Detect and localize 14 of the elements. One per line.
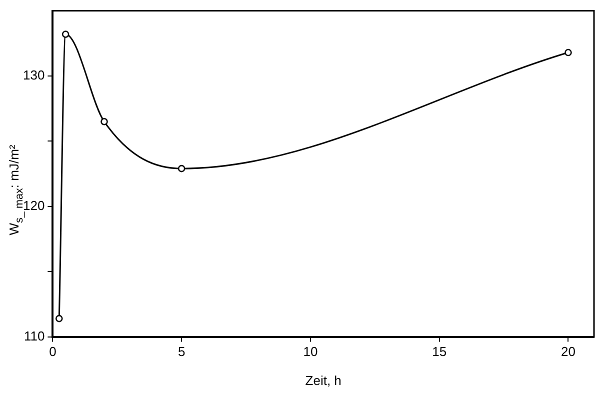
point — [564, 48, 572, 56]
y-tick-label: 120 — [22, 198, 45, 213]
y-tick-label: 110 — [24, 328, 45, 344]
x-tick-label: 15 — [432, 344, 447, 360]
y-tick-label: 130 — [22, 68, 45, 83]
point — [178, 164, 186, 172]
x-tick-label: 20 — [560, 344, 576, 360]
x-tick-label: 0 — [49, 344, 56, 360]
point — [55, 314, 63, 322]
point — [100, 118, 108, 126]
x-tick-label: 5 — [178, 344, 186, 360]
x-tick-label: 10 — [303, 344, 318, 360]
x-axis-title: Zeit, h — [305, 372, 342, 388]
point — [62, 30, 70, 38]
